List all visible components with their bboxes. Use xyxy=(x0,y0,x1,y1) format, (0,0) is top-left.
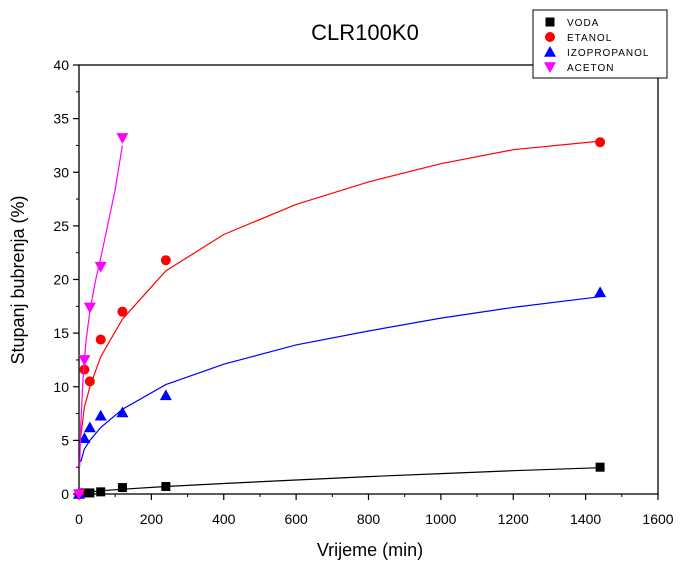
x-tick-label: 800 xyxy=(357,511,381,527)
legend-label: IZOPROPANOL xyxy=(567,48,650,59)
fit-curve xyxy=(80,296,601,462)
data-point xyxy=(83,302,96,314)
x-tick-label: 200 xyxy=(140,511,164,527)
data-point xyxy=(73,489,85,500)
x-tick-label: 600 xyxy=(284,511,308,527)
fit-curve xyxy=(80,467,601,494)
legend-marker xyxy=(544,62,556,73)
data-point xyxy=(95,334,106,345)
plot-area: 0 200 400 600 800 1000 1200 1400 1600 0 5 10 15 20 25 3… xyxy=(53,57,673,527)
data-point xyxy=(78,355,91,366)
data-point xyxy=(116,133,129,144)
chart-title: CLR100K0 xyxy=(311,20,419,45)
legend-label: ACETON xyxy=(567,63,615,74)
x-tick-label: 0 xyxy=(75,511,83,527)
data-point xyxy=(116,406,129,418)
data-point xyxy=(83,421,96,433)
data-point xyxy=(117,306,128,317)
y-tick-label: 25 xyxy=(53,218,69,234)
y-tick-label: 20 xyxy=(53,272,69,288)
data-point xyxy=(595,462,605,472)
data-point xyxy=(94,409,107,421)
legend-marker xyxy=(545,17,555,27)
data-point xyxy=(79,364,90,375)
data-point xyxy=(595,137,606,148)
legend-marker xyxy=(544,46,556,57)
data-point xyxy=(117,483,127,493)
data-point xyxy=(78,432,91,444)
legend-marker xyxy=(545,32,555,42)
fit-curve xyxy=(80,140,601,437)
data-point xyxy=(79,488,89,498)
data-point xyxy=(94,261,107,273)
y-axis-title: Stupanj bubrenja (%) xyxy=(8,195,28,364)
data-point xyxy=(594,286,607,298)
y-tick-label: 5 xyxy=(61,432,69,448)
data-point xyxy=(84,376,95,387)
x-tick-label: 400 xyxy=(212,511,236,527)
y-tick-label: 15 xyxy=(53,325,69,341)
y-tick-label: 10 xyxy=(53,379,69,395)
y-tick-label: 30 xyxy=(53,164,69,180)
data-point xyxy=(96,487,106,497)
data-point xyxy=(85,488,95,498)
legend-label: VODA xyxy=(567,18,599,29)
x-tick-label: 1200 xyxy=(498,511,529,527)
x-tick-label: 1600 xyxy=(642,511,673,527)
legend: VODA ETANOL IZOPROPANOL ACETON xyxy=(532,9,668,79)
data-point xyxy=(161,481,171,491)
legend-box xyxy=(532,9,668,79)
y-tick-label: 40 xyxy=(53,57,69,73)
plot-frame xyxy=(78,64,659,495)
y-tick-label: 0 xyxy=(61,486,69,502)
x-axis-title: Vrijeme (min) xyxy=(317,540,423,560)
y-tick-label: 35 xyxy=(53,111,69,127)
legend-label: ETANOL xyxy=(567,33,612,44)
x-tick-label: 1400 xyxy=(570,511,601,527)
data-point xyxy=(160,255,171,266)
x-tick-label: 1000 xyxy=(425,511,456,527)
data-point xyxy=(159,389,172,401)
